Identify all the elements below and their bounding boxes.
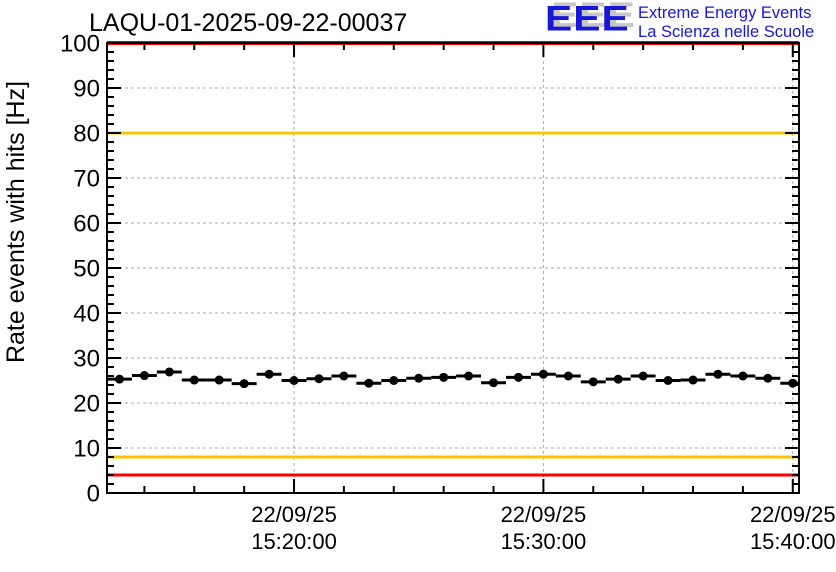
data-point — [139, 371, 149, 381]
data-point — [389, 376, 399, 385]
data-point — [563, 371, 573, 381]
y-tick-labels: 0 10 20 30 40 50 60 70 80 90 100 — [60, 30, 100, 507]
data-point — [788, 378, 798, 388]
data-point — [513, 372, 523, 382]
data-point — [489, 378, 499, 388]
gridlines — [107, 43, 799, 493]
svg-text:40: 40 — [73, 300, 100, 327]
svg-text:15:20:00: 15:20:00 — [251, 529, 337, 554]
eee-logo-line1: Extreme Energy Events — [638, 4, 812, 22]
svg-text:60: 60 — [73, 210, 100, 237]
data-point — [663, 376, 673, 385]
svg-text:15:40:00: 15:40:00 — [750, 529, 836, 554]
x-tick-labels: 22/09/2515:20:0022/09/2515:30:0022/09/25… — [251, 502, 835, 554]
svg-text:0: 0 — [87, 480, 100, 507]
data-point — [688, 375, 698, 385]
svg-text:10: 10 — [73, 435, 100, 462]
svg-text:15:30:00: 15:30:00 — [501, 529, 587, 554]
svg-text:100: 100 — [60, 30, 100, 57]
data-point — [164, 367, 174, 377]
data-point — [189, 375, 199, 385]
data-point — [439, 372, 449, 382]
svg-text:22/09/25: 22/09/25 — [501, 502, 587, 527]
chart-title: LAQU-01-2025-09-22-00037 — [89, 9, 408, 37]
data-point — [339, 371, 349, 381]
data-point — [314, 374, 324, 384]
data-point — [464, 371, 474, 381]
data-point — [214, 375, 224, 385]
svg-text:20: 20 — [73, 390, 100, 417]
eee-logo-line2: La Scienza nelle Scuole — [638, 22, 815, 41]
data-point — [239, 379, 249, 389]
eee-logo: EEE Extreme Energy Events La Scienza nel… — [545, 0, 814, 41]
data-point — [538, 369, 548, 379]
x-axis-ticks — [143, 43, 794, 493]
svg-text:90: 90 — [73, 75, 100, 102]
y-axis-title: Rate events with hits [Hz] — [2, 81, 30, 363]
y-axis-ticks — [107, 42, 799, 494]
data-series — [107, 367, 799, 389]
data-point — [613, 374, 623, 384]
data-point — [114, 374, 124, 384]
data-point — [588, 377, 598, 387]
svg-text:30: 30 — [73, 345, 100, 372]
svg-text:50: 50 — [73, 255, 100, 282]
data-point — [713, 369, 723, 379]
svg-text:70: 70 — [73, 165, 100, 192]
svg-text:80: 80 — [73, 120, 100, 147]
threshold-lines — [107, 41, 799, 477]
eee-logo-acronym: EEE — [545, 0, 630, 39]
data-point — [638, 371, 648, 381]
data-point — [264, 369, 274, 379]
data-point — [738, 371, 748, 381]
data-point — [414, 373, 424, 383]
eee-logo-text: Extreme Energy Events La Scienza nelle S… — [638, 3, 814, 41]
data-point — [364, 378, 374, 388]
data-point — [289, 376, 299, 385]
svg-text:22/09/25: 22/09/25 — [251, 502, 337, 527]
svg-text:22/09/25: 22/09/25 — [750, 502, 836, 527]
data-point — [763, 373, 773, 383]
